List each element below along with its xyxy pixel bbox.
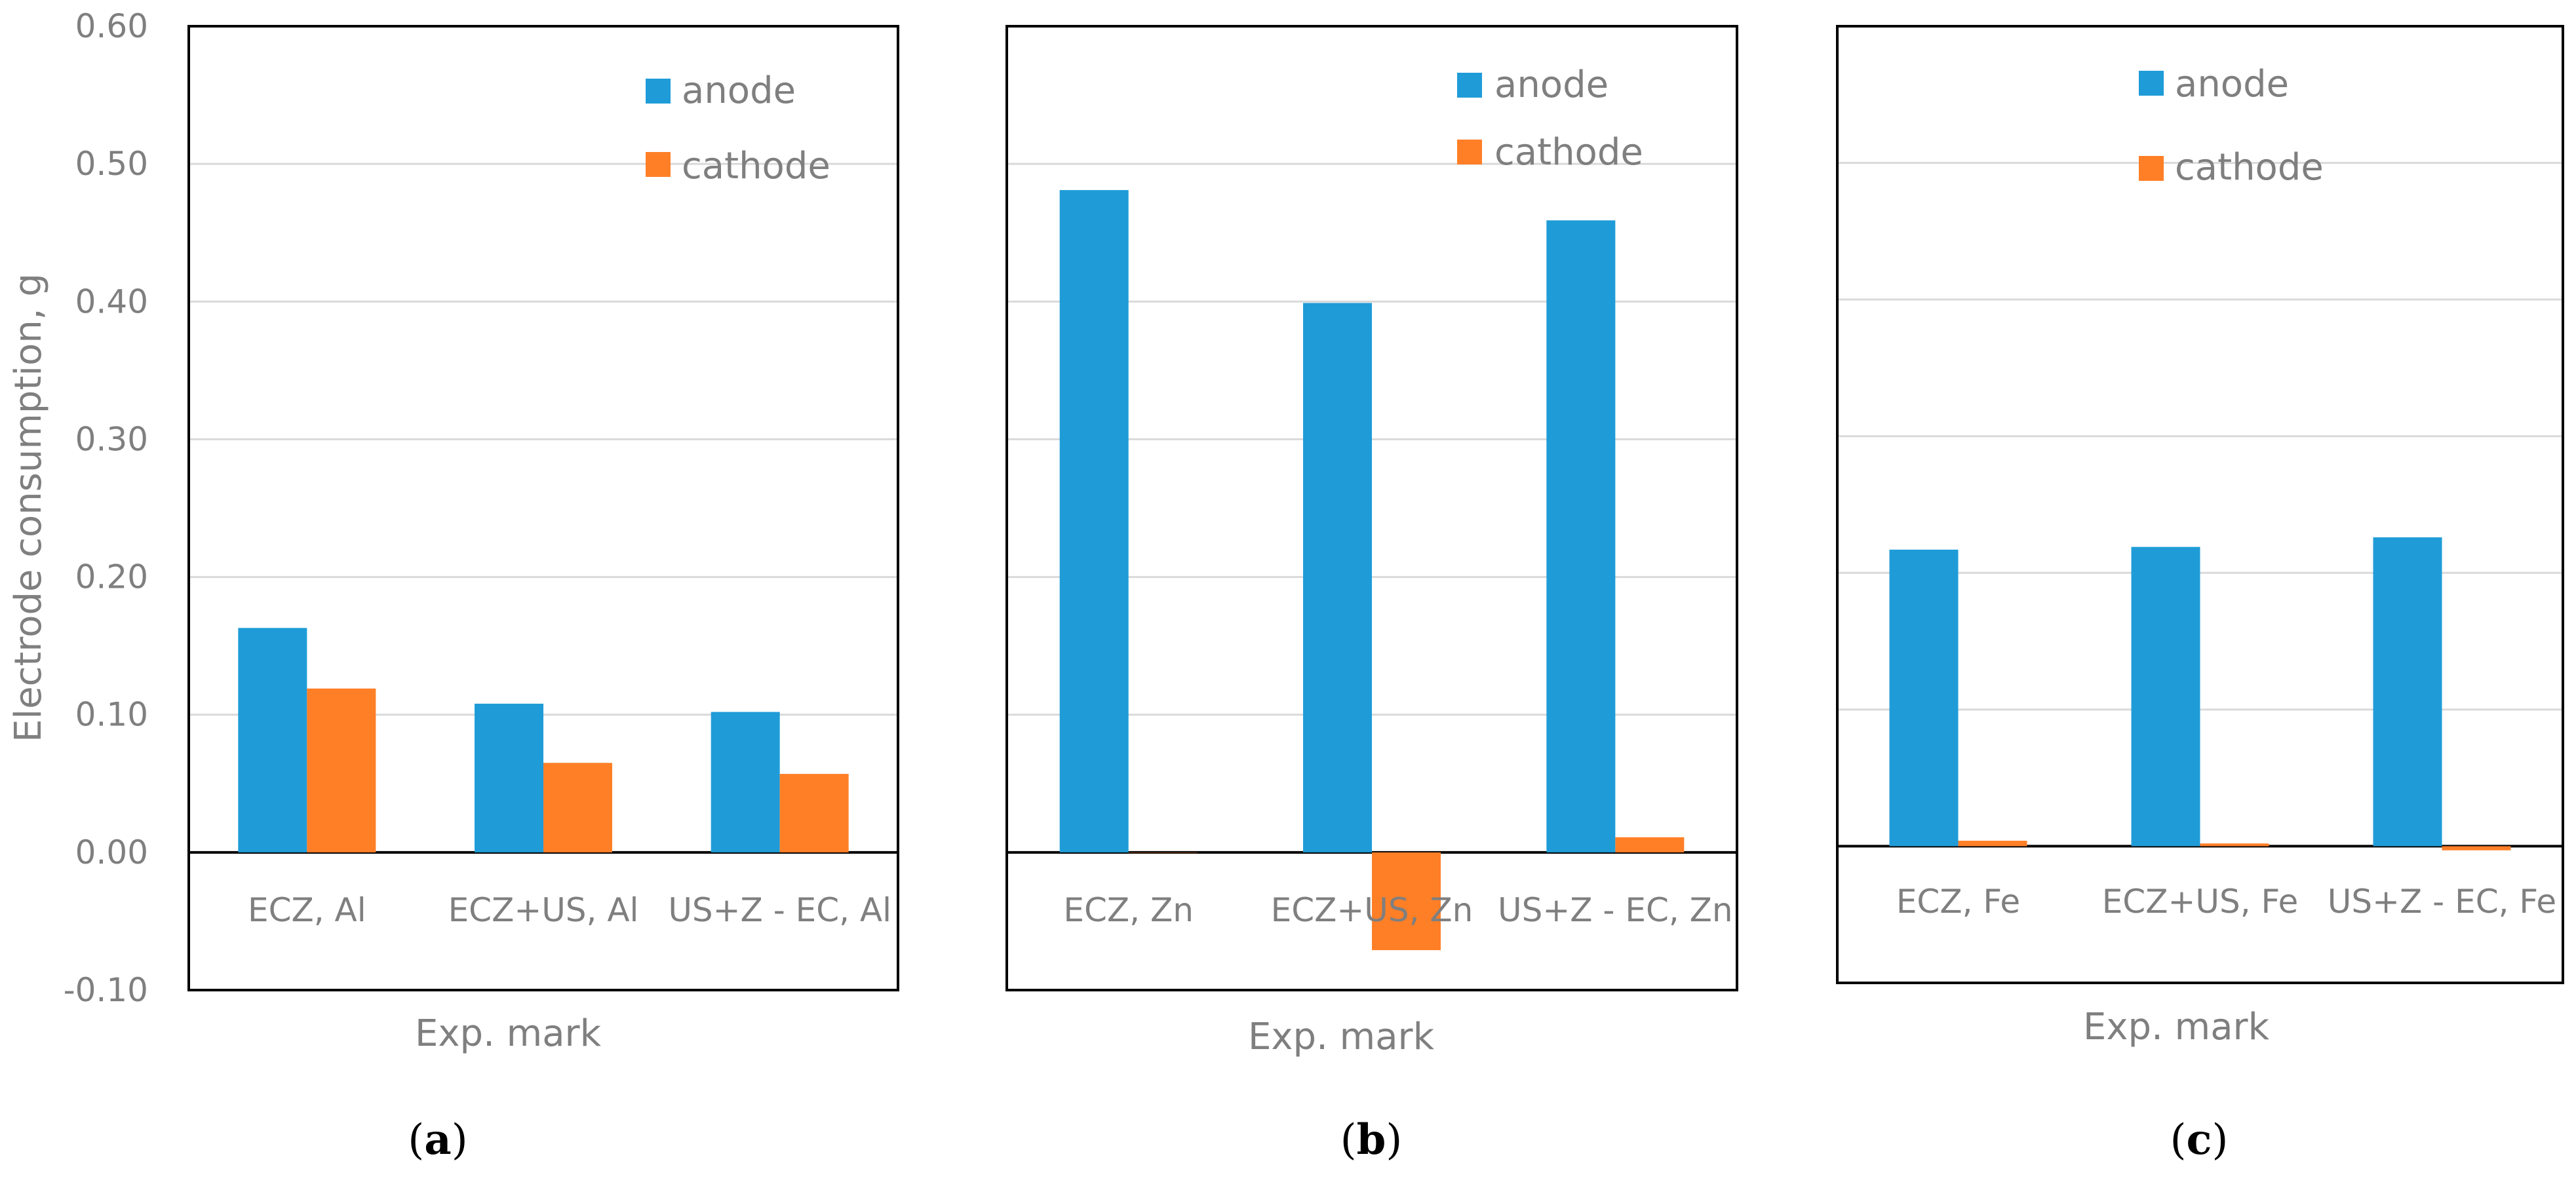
category-label: ECZ, Fe [1896,883,2020,921]
bar-cathode-2 [1372,852,1441,951]
legend-swatch-cathode [2139,156,2164,181]
panel-label-c: (c) [2170,1115,2229,1164]
x-axis-title: Exp. mark [1248,1016,1435,1058]
legend-swatch-cathode [1457,140,1482,164]
bar-cathode-1 [1128,852,1198,853]
bar-anode-3 [2373,537,2442,847]
category-label: ECZ+US, Fe [2102,883,2299,921]
category-label: ECZ+US, Al [448,891,639,929]
legend-swatch-anode [1457,73,1482,98]
panel-label-b: (b) [1340,1115,1403,1164]
bar-anode-3 [1546,220,1616,852]
bar-cathode-1 [307,688,376,852]
bar-anode-3 [711,712,780,852]
bar-cathode-1 [1958,841,2027,847]
category-label: US+Z - EC, Zn [1498,891,1733,929]
legend-label-anode: anode [2175,63,2289,105]
y-tick-label: 0.50 [75,145,148,183]
category-label: ECZ+US, Zn [1271,891,1473,929]
legend-label-cathode: cathode [1494,131,1643,174]
bar-anode-2 [475,703,543,852]
legend-label-cathode: cathode [2175,146,2324,189]
x-axis-title: Exp. mark [2083,1006,2270,1048]
plot-frame [187,25,899,991]
bar-anode-1 [1889,549,1959,847]
bar-cathode-3 [779,774,849,852]
legend-swatch-anode [2139,71,2164,96]
bar-anode-1 [238,628,307,852]
y-axis-title: Electrode consumption, g [7,273,50,742]
bar-cathode-3 [1615,837,1685,852]
category-label: ECZ, Al [248,891,366,929]
y-tick-label: 0.10 [75,696,148,734]
legend-label-anode: anode [1494,64,1609,106]
category-label: ECZ, Zn [1063,891,1194,929]
legend-swatch-anode [646,79,671,104]
y-tick-label: -0.10 [64,971,148,1009]
bar-anode-2 [1303,303,1372,852]
y-tick-label: 0.30 [75,420,148,458]
bar-anode-2 [2131,546,2200,847]
y-tick-label: 0.60 [75,7,148,45]
panel-label-a: (a) [408,1115,467,1164]
y-tick-label: 0.00 [75,833,148,871]
legend-label-anode: anode [682,69,796,112]
chart-panel-b: ECZ, Zn ECZ+US, Zn US+Z - EC, Zn anode catho… [1005,25,1738,1164]
category-label: US+Z - EC, Fe [2328,883,2556,921]
legend-swatch-cathode [646,152,671,177]
chart-panel-a: 0.60 0.50 0.40 0.30 0.20 0.10 0.00 -0.10 ECZ, Al… [64,7,899,1164]
bar-cathode-2 [2200,843,2269,847]
plot-frame [1836,25,2564,984]
bar-cathode-3 [2442,846,2511,851]
y-tick-label: 0.40 [75,282,148,320]
bar-anode-1 [1059,190,1129,852]
plot-frame [1005,25,1738,991]
legend-label-cathode: cathode [682,145,830,187]
category-label: US+Z - EC, Al [668,891,891,929]
bar-cathode-2 [543,763,612,852]
y-axis-title-group: Electrode consumption, g [7,273,50,742]
y-tick-label: 0.20 [75,558,148,596]
x-axis-title: Exp. mark [415,1012,602,1055]
chart-panel-c: ECZ, Fe ECZ+US, Fe US+Z - EC, Fe anode catho… [1836,25,2564,1164]
